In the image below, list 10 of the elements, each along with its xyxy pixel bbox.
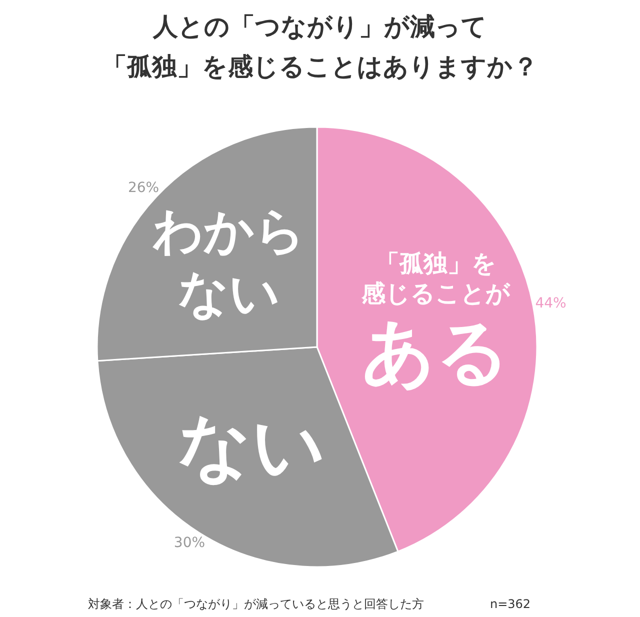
text: n=362 bbox=[490, 597, 531, 611]
text: 人との「つながり」が減って bbox=[153, 12, 487, 41]
data-label: 26% bbox=[128, 180, 160, 196]
data-label: 30% bbox=[174, 534, 206, 551]
slice-label: 「孤独」を感じることがある bbox=[360, 249, 510, 394]
text: 「孤独」を感じることはありますか？ bbox=[102, 52, 538, 81]
slice-label: わからない bbox=[152, 202, 306, 322]
slice-label: ない bbox=[178, 404, 326, 488]
data-label: 44% bbox=[535, 296, 566, 312]
text: 対象者：人との「つながり」が減っていると思うと回答した方 bbox=[88, 597, 424, 611]
